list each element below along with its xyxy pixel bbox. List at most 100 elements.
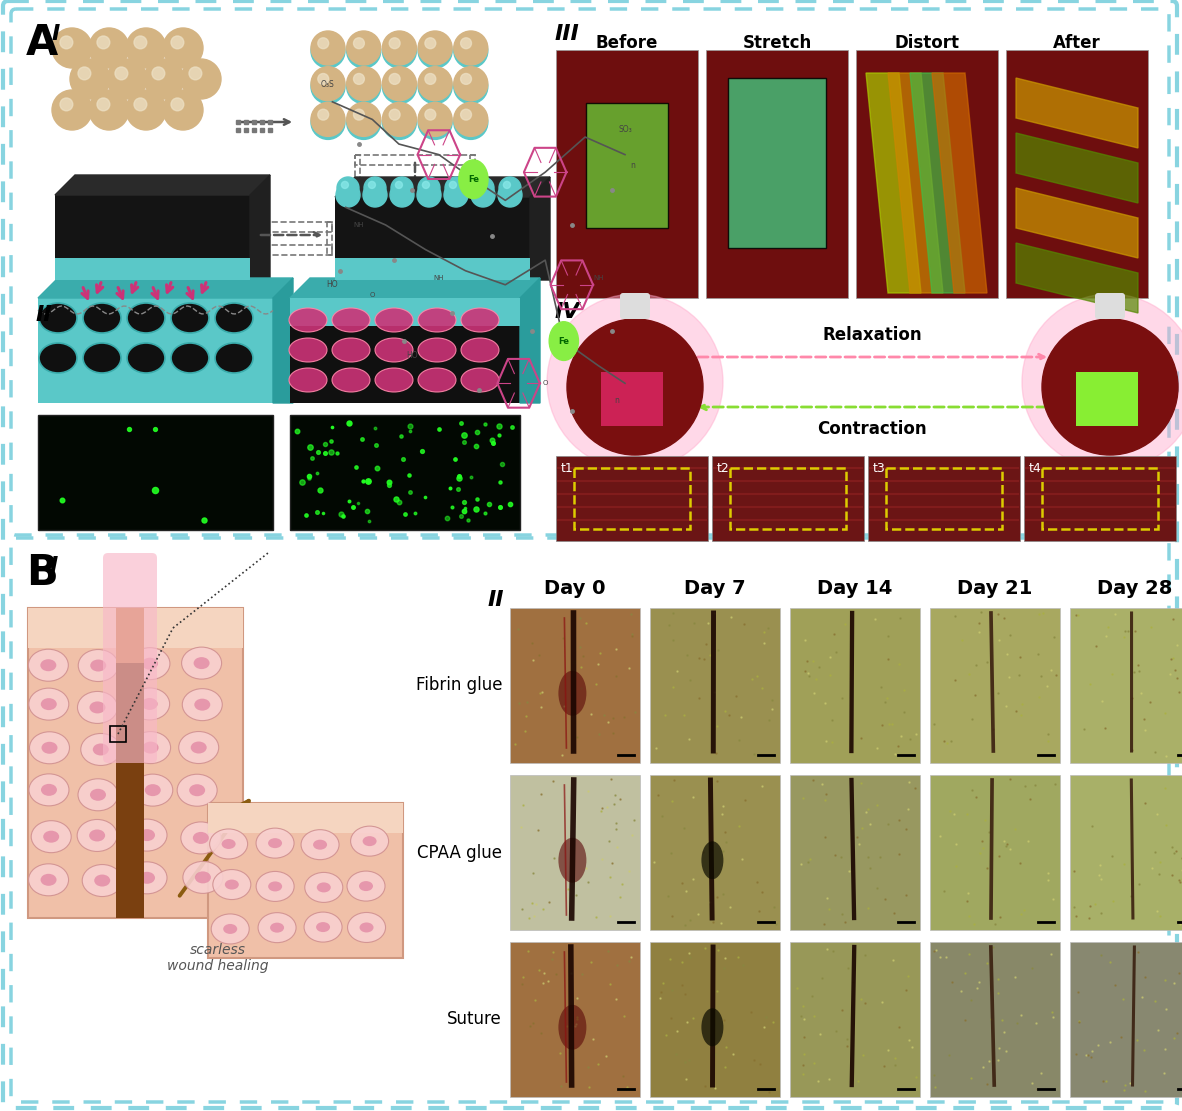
Circle shape xyxy=(126,90,165,130)
Ellipse shape xyxy=(418,368,456,392)
Ellipse shape xyxy=(190,741,207,753)
Circle shape xyxy=(454,102,488,137)
Bar xyxy=(254,246,332,256)
Circle shape xyxy=(97,36,110,49)
Text: Stretch: Stretch xyxy=(742,34,812,52)
Ellipse shape xyxy=(375,368,413,392)
FancyBboxPatch shape xyxy=(930,775,1060,930)
Ellipse shape xyxy=(78,650,118,681)
Ellipse shape xyxy=(183,861,223,893)
Circle shape xyxy=(383,70,416,103)
Circle shape xyxy=(418,102,452,137)
Ellipse shape xyxy=(28,864,69,895)
Circle shape xyxy=(311,67,345,101)
Bar xyxy=(355,196,475,206)
FancyBboxPatch shape xyxy=(728,78,826,248)
FancyBboxPatch shape xyxy=(712,456,864,541)
Circle shape xyxy=(163,28,203,68)
FancyBboxPatch shape xyxy=(103,553,157,763)
Circle shape xyxy=(346,102,381,137)
Bar xyxy=(110,725,126,742)
Ellipse shape xyxy=(225,880,239,890)
Polygon shape xyxy=(1017,133,1138,203)
Text: Before: Before xyxy=(596,34,658,52)
FancyBboxPatch shape xyxy=(1070,942,1182,1097)
Ellipse shape xyxy=(39,303,77,333)
Circle shape xyxy=(454,67,488,101)
Circle shape xyxy=(444,177,467,199)
Ellipse shape xyxy=(171,303,209,333)
Circle shape xyxy=(152,67,164,80)
FancyBboxPatch shape xyxy=(930,608,1060,763)
Circle shape xyxy=(363,183,387,207)
Circle shape xyxy=(383,34,416,68)
Polygon shape xyxy=(931,73,987,293)
Ellipse shape xyxy=(30,774,69,805)
Ellipse shape xyxy=(290,338,327,362)
Text: NH: NH xyxy=(593,274,604,281)
Text: n: n xyxy=(615,397,619,406)
Text: t4: t4 xyxy=(1030,462,1041,476)
Ellipse shape xyxy=(130,688,170,720)
Ellipse shape xyxy=(304,912,342,942)
Ellipse shape xyxy=(130,732,170,763)
Ellipse shape xyxy=(40,874,57,885)
Polygon shape xyxy=(251,176,269,280)
Polygon shape xyxy=(56,176,269,196)
Ellipse shape xyxy=(189,784,206,797)
Circle shape xyxy=(550,322,578,360)
Text: HO: HO xyxy=(407,351,418,360)
Ellipse shape xyxy=(268,881,282,891)
Ellipse shape xyxy=(256,828,294,858)
Ellipse shape xyxy=(139,872,155,884)
Text: t1: t1 xyxy=(561,462,573,476)
Text: Suture: Suture xyxy=(447,1011,502,1029)
Text: SO₃: SO₃ xyxy=(618,126,632,134)
Ellipse shape xyxy=(701,1009,723,1047)
FancyBboxPatch shape xyxy=(650,608,780,763)
Ellipse shape xyxy=(143,742,158,753)
FancyBboxPatch shape xyxy=(790,775,920,930)
Bar xyxy=(254,222,259,256)
Circle shape xyxy=(115,67,128,80)
Circle shape xyxy=(70,59,110,99)
Text: Distort: Distort xyxy=(895,34,960,52)
FancyBboxPatch shape xyxy=(28,608,243,918)
Circle shape xyxy=(337,177,359,199)
Circle shape xyxy=(383,67,416,101)
Circle shape xyxy=(476,181,483,189)
Ellipse shape xyxy=(269,922,284,932)
Circle shape xyxy=(318,73,329,84)
Ellipse shape xyxy=(221,839,235,849)
FancyBboxPatch shape xyxy=(11,9,1169,536)
Text: Day 7: Day 7 xyxy=(684,579,746,598)
Ellipse shape xyxy=(461,308,499,332)
Polygon shape xyxy=(1017,188,1138,258)
Ellipse shape xyxy=(332,368,370,392)
Circle shape xyxy=(311,31,345,66)
Text: Day 14: Day 14 xyxy=(817,579,892,598)
Ellipse shape xyxy=(363,837,377,847)
Text: II: II xyxy=(488,590,505,610)
Ellipse shape xyxy=(316,922,330,932)
Ellipse shape xyxy=(359,881,374,891)
Circle shape xyxy=(461,73,472,84)
Ellipse shape xyxy=(126,343,165,373)
FancyBboxPatch shape xyxy=(706,50,847,298)
Circle shape xyxy=(449,181,456,189)
Ellipse shape xyxy=(40,659,57,671)
Ellipse shape xyxy=(178,731,219,763)
FancyBboxPatch shape xyxy=(1076,372,1138,426)
Ellipse shape xyxy=(351,827,389,857)
Text: NH: NH xyxy=(353,222,364,228)
Ellipse shape xyxy=(181,822,221,854)
Text: HO: HO xyxy=(326,280,338,289)
Bar xyxy=(327,222,332,256)
Ellipse shape xyxy=(701,841,723,879)
Text: t3: t3 xyxy=(873,462,885,476)
Circle shape xyxy=(1022,294,1182,470)
Circle shape xyxy=(461,38,472,49)
Polygon shape xyxy=(530,177,550,280)
FancyBboxPatch shape xyxy=(509,608,639,763)
Circle shape xyxy=(424,109,436,120)
